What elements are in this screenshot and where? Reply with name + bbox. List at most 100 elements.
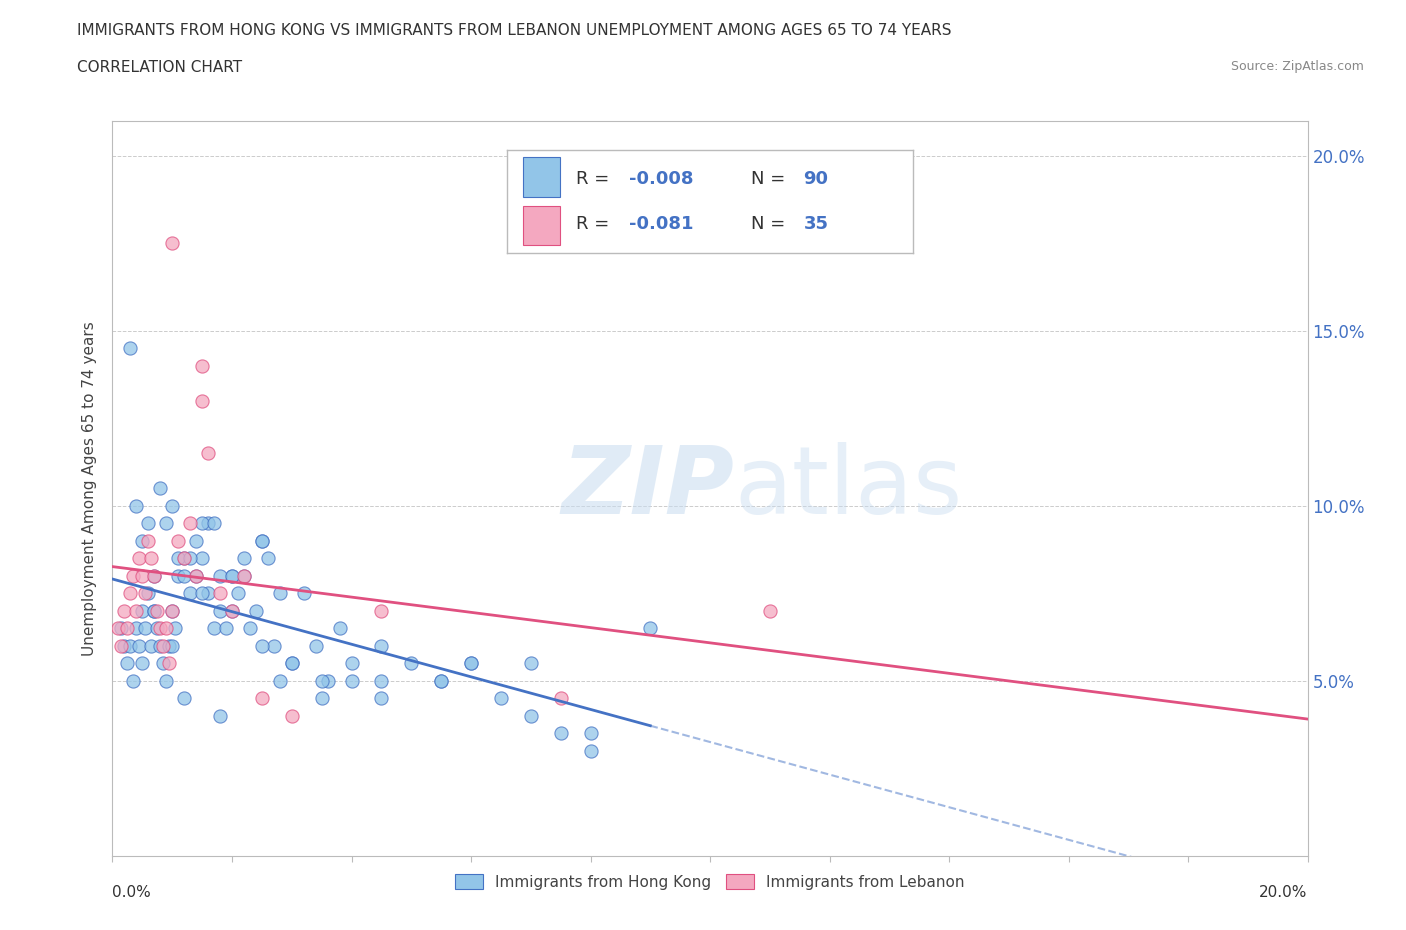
- Text: IMMIGRANTS FROM HONG KONG VS IMMIGRANTS FROM LEBANON UNEMPLOYMENT AMONG AGES 65 : IMMIGRANTS FROM HONG KONG VS IMMIGRANTS …: [77, 23, 952, 38]
- Point: [209, 709, 232, 724]
- Point: [269, 673, 291, 688]
- Point: [120, 638, 142, 653]
- Point: [110, 620, 132, 635]
- Point: [173, 551, 195, 565]
- Point: [226, 586, 249, 601]
- Point: [162, 498, 183, 513]
- Y-axis label: Unemployment Among Ages 65 to 74 years: Unemployment Among Ages 65 to 74 years: [82, 321, 97, 656]
- Text: Source: ZipAtlas.com: Source: ZipAtlas.com: [1230, 60, 1364, 73]
- Point: [179, 586, 201, 601]
- Point: [146, 604, 169, 618]
- Point: [186, 533, 208, 548]
- Point: [149, 638, 172, 653]
- Point: [114, 638, 135, 653]
- Point: [221, 604, 243, 618]
- Point: [191, 586, 214, 601]
- Point: [281, 709, 304, 724]
- Point: [233, 568, 256, 583]
- Point: [143, 604, 166, 618]
- Point: [134, 586, 156, 601]
- Point: [579, 743, 602, 758]
- Point: [131, 656, 153, 671]
- Point: [120, 586, 142, 601]
- Point: [281, 656, 304, 671]
- Point: [110, 638, 132, 653]
- Text: CORRELATION CHART: CORRELATION CHART: [77, 60, 242, 75]
- Point: [117, 620, 139, 635]
- Point: [640, 620, 662, 635]
- Point: [152, 656, 174, 671]
- Point: [250, 533, 273, 548]
- Point: [250, 691, 273, 706]
- Point: [173, 551, 195, 565]
- Point: [305, 638, 328, 653]
- Point: [122, 673, 145, 688]
- Point: [138, 586, 160, 601]
- Point: [125, 620, 148, 635]
- Point: [162, 236, 183, 251]
- Point: [186, 568, 208, 583]
- Point: [370, 673, 392, 688]
- Point: [233, 551, 256, 565]
- Point: [329, 620, 352, 635]
- Point: [221, 568, 243, 583]
- Point: [155, 620, 177, 635]
- Point: [370, 638, 392, 653]
- Point: [430, 673, 453, 688]
- Point: [131, 568, 153, 583]
- Point: [120, 341, 142, 356]
- Point: [197, 586, 219, 601]
- Point: [269, 586, 291, 601]
- Point: [489, 691, 512, 706]
- Point: [117, 656, 139, 671]
- Point: [165, 620, 187, 635]
- Text: ZIP: ZIP: [561, 443, 734, 534]
- Point: [209, 568, 232, 583]
- Point: [173, 691, 195, 706]
- Point: [125, 604, 148, 618]
- Point: [143, 604, 166, 618]
- Point: [202, 516, 225, 531]
- Point: [579, 725, 602, 740]
- Point: [149, 620, 172, 635]
- Point: [340, 673, 363, 688]
- Point: [316, 673, 339, 688]
- Text: 0.0%: 0.0%: [112, 885, 152, 900]
- Point: [292, 586, 315, 601]
- Point: [233, 568, 256, 583]
- Point: [125, 498, 148, 513]
- Point: [460, 656, 482, 671]
- Point: [143, 568, 166, 583]
- Point: [162, 638, 183, 653]
- Point: [191, 551, 214, 565]
- Point: [155, 673, 177, 688]
- Point: [167, 533, 190, 548]
- Point: [370, 691, 392, 706]
- Point: [311, 673, 333, 688]
- Point: [138, 533, 160, 548]
- Point: [167, 551, 190, 565]
- Point: [162, 604, 183, 618]
- Point: [157, 638, 180, 653]
- Point: [209, 604, 232, 618]
- Point: [245, 604, 267, 618]
- Point: [167, 568, 190, 583]
- Point: [107, 620, 129, 635]
- Point: [131, 604, 153, 618]
- Point: [550, 725, 572, 740]
- Point: [250, 638, 273, 653]
- Point: [138, 516, 160, 531]
- Point: [141, 638, 163, 653]
- Point: [221, 568, 243, 583]
- Point: [197, 516, 219, 531]
- Point: [239, 620, 262, 635]
- Point: [759, 604, 782, 618]
- Point: [122, 568, 145, 583]
- Point: [202, 620, 225, 635]
- Point: [143, 568, 166, 583]
- Point: [157, 656, 180, 671]
- Point: [197, 445, 219, 460]
- Point: [141, 551, 163, 565]
- Point: [146, 620, 169, 635]
- Point: [131, 533, 153, 548]
